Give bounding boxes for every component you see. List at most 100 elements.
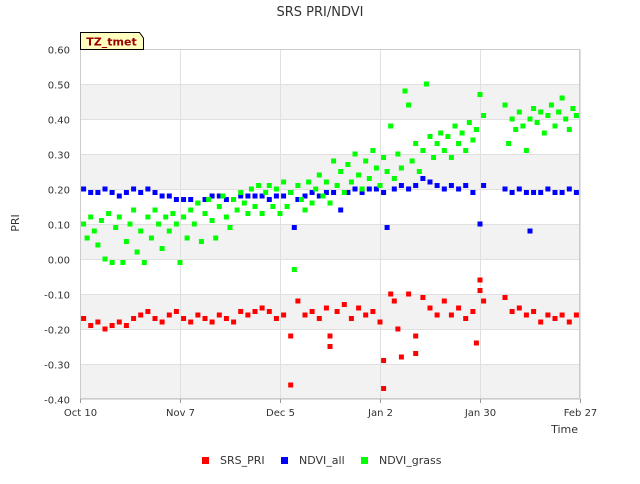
data-point: [234, 207, 240, 213]
data-point: [134, 249, 140, 255]
data-point: [531, 190, 537, 195]
data-point: [406, 291, 412, 297]
data-point: [166, 193, 172, 199]
y-tick-label: -0.40: [44, 396, 70, 407]
data-point: [434, 183, 440, 188]
data-point: [463, 183, 469, 188]
data-point: [81, 221, 87, 227]
data-point: [373, 186, 379, 192]
data-point: [552, 316, 558, 321]
data-point: [288, 333, 294, 339]
y-axis-label: PRI: [9, 214, 22, 232]
data-point: [359, 186, 365, 192]
data-point: [413, 141, 419, 146]
data-point: [406, 102, 412, 108]
data-point: [266, 197, 272, 202]
data-point: [573, 312, 579, 318]
y-tick-label: 0.50: [48, 81, 70, 92]
x-tick-label: Feb 27: [564, 408, 598, 419]
data-point: [298, 197, 304, 202]
x-tick-label: Jan 2: [367, 408, 393, 419]
data-point: [541, 130, 547, 136]
data-point: [431, 155, 437, 160]
data-point: [291, 225, 297, 230]
series-NDVI_all: [81, 176, 579, 234]
data-point: [366, 176, 372, 181]
data-point: [223, 214, 229, 220]
data-point: [159, 246, 165, 251]
data-point: [88, 323, 94, 328]
data-point: [202, 211, 208, 216]
background-band: [80, 154, 580, 189]
data-point: [209, 319, 215, 325]
data-point: [456, 186, 462, 192]
data-point: [509, 190, 515, 195]
data-point: [238, 309, 244, 314]
data-point: [327, 200, 333, 206]
data-point: [391, 186, 397, 192]
data-point: [288, 190, 294, 195]
data-point: [309, 200, 315, 206]
data-point: [238, 190, 244, 195]
data-point: [295, 183, 301, 188]
data-points: [81, 81, 579, 391]
data-point: [345, 190, 351, 195]
data-point: [341, 190, 347, 195]
data-point: [366, 186, 372, 192]
data-point: [231, 197, 237, 202]
data-point: [259, 211, 265, 216]
x-tick-label: Dec 5: [266, 408, 295, 419]
data-point: [552, 123, 558, 129]
data-point: [138, 312, 144, 318]
data-point: [127, 221, 133, 227]
data-point: [159, 319, 165, 325]
data-point: [448, 155, 454, 160]
data-point: [188, 319, 194, 325]
data-point: [252, 193, 258, 199]
data-point: [84, 235, 90, 241]
data-point: [477, 92, 483, 97]
data-point: [95, 242, 101, 248]
data-point: [181, 197, 187, 202]
data-point: [259, 193, 265, 199]
data-point: [123, 323, 129, 328]
data-point: [166, 312, 172, 318]
data-point: [423, 81, 429, 87]
data-point: [209, 218, 215, 223]
data-point: [338, 207, 344, 213]
legend-label: SRS_PRI: [220, 454, 265, 467]
data-point: [198, 239, 204, 244]
data-point: [331, 190, 337, 195]
tag-box: TZ_tmet: [80, 32, 144, 50]
data-point: [477, 288, 483, 293]
data-point: [181, 316, 187, 321]
data-point: [566, 319, 572, 325]
data-point: [266, 183, 272, 188]
data-point: [123, 239, 129, 244]
data-point: [420, 176, 426, 181]
y-tick-label: 0.10: [48, 221, 70, 232]
plot-background-bands: [80, 84, 580, 399]
data-point: [109, 190, 115, 195]
data-point: [398, 165, 404, 171]
data-point: [334, 183, 340, 188]
data-point: [184, 235, 190, 241]
data-point: [231, 319, 237, 325]
data-point: [531, 106, 537, 111]
data-point: [413, 333, 419, 339]
data-point: [359, 190, 365, 195]
data-point: [216, 193, 222, 199]
data-point: [473, 340, 479, 346]
data-point: [441, 298, 447, 304]
data-point: [152, 316, 158, 321]
data-point: [213, 235, 219, 241]
y-axis-ticks: -0.40 -0.30 -0.20 -0.10 0.00 0.10 0.20 0.30 0.40…: [44, 46, 70, 407]
data-point: [145, 186, 151, 192]
data-point: [434, 141, 440, 146]
data-point: [377, 319, 383, 325]
data-point: [120, 260, 126, 265]
data-point: [131, 316, 137, 321]
data-point: [516, 186, 522, 192]
data-point: [559, 95, 565, 101]
